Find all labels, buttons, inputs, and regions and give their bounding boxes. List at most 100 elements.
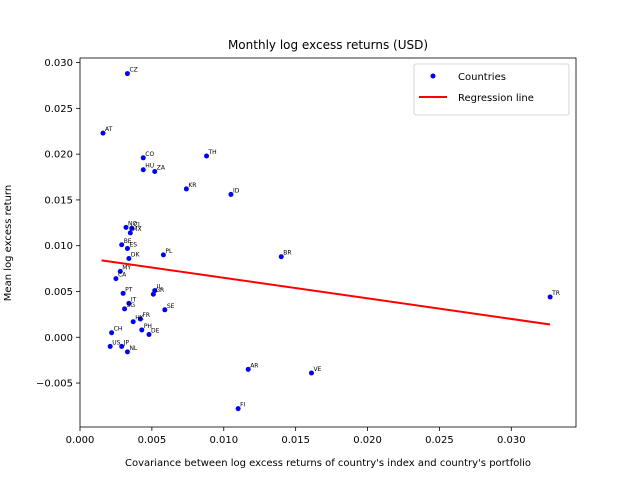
point-label-pl: PL — [165, 248, 173, 255]
data-point-gr — [150, 291, 156, 297]
data-point-kr — [183, 186, 189, 192]
legend-label-regression: Regression line — [458, 93, 534, 104]
legend-label-countries: Countries — [458, 72, 506, 83]
y-tick-label: 0.025 — [44, 104, 73, 115]
data-point-it — [126, 300, 132, 306]
x-tick-label: 0.030 — [497, 435, 526, 446]
y-tick-label: 0.005 — [44, 287, 73, 298]
regression-line-group — [101, 259, 551, 326]
data-point-fr — [137, 316, 143, 322]
data-point-ar — [245, 366, 251, 372]
y-tick-label: 0.020 — [44, 150, 73, 161]
point-label-tr: TR — [551, 290, 560, 297]
point-label-ve: VE — [313, 366, 321, 373]
data-point-es — [124, 245, 130, 251]
data-point-sg — [122, 306, 128, 312]
data-point-at — [100, 130, 106, 136]
data-point-ve — [308, 370, 314, 376]
point-label-ch: CH — [114, 326, 123, 333]
x-tick-label: 0.010 — [209, 435, 238, 446]
data-point-pl — [160, 252, 166, 258]
regression-line — [101, 259, 551, 326]
y-tick-label: 0.030 — [44, 58, 73, 69]
point-label-id: ID — [233, 187, 240, 194]
point-label-br: BR — [283, 250, 291, 257]
point-label-gr: GR — [155, 287, 164, 294]
data-point-id — [228, 191, 234, 197]
y-tick-label: −0.005 — [36, 379, 73, 390]
point-label-se: SE — [167, 303, 175, 310]
data-point-tr — [547, 294, 553, 300]
point-label-pt: PT — [125, 286, 133, 293]
y-axis-label: Mean log excess return — [3, 185, 14, 301]
point-label-mx: MX — [132, 226, 141, 233]
point-label-be: BE — [124, 238, 132, 245]
data-point-ca — [113, 276, 119, 282]
data-point-de — [146, 332, 152, 338]
legend: Countries Regression line — [413, 63, 570, 116]
data-point-dk — [126, 256, 132, 262]
point-label-us: US — [112, 339, 120, 346]
point-label-cz: CZ — [129, 67, 137, 74]
point-label-th: TH — [208, 149, 217, 156]
point-label-nl: NL — [129, 345, 137, 352]
point-label-cl: CL — [134, 221, 142, 228]
legend-marker-countries — [430, 73, 436, 79]
point-label-ar: AR — [250, 362, 258, 369]
point-label-co: CO — [145, 151, 154, 158]
data-point-nl — [124, 349, 130, 355]
y-tick-label: 0.015 — [44, 195, 73, 206]
point-label-fi: FI — [240, 402, 245, 409]
x-tick-label: 0.005 — [138, 435, 167, 446]
y-axis-ticks: −0.005 0.000 0.005 0.010 0.015 0.020 0.025 0.03… — [36, 58, 80, 390]
point-label-de: DE — [151, 328, 160, 335]
point-label-it: IT — [131, 296, 137, 303]
data-point-my — [117, 268, 123, 274]
point-label-fr: FR — [142, 312, 150, 319]
point-label-hk: HK — [135, 315, 145, 322]
data-point-ch — [109, 330, 115, 336]
chart-title: Monthly log excess returns (USD) — [228, 38, 428, 52]
data-point-us — [107, 343, 113, 349]
point-label-ca: CA — [118, 272, 127, 279]
x-axis-ticks: 0.000 0.005 0.010 0.015 0.020 0.025 0.030 — [66, 427, 526, 446]
plot-frame — [79, 57, 577, 428]
x-tick-label: 0.000 — [66, 435, 95, 446]
legend-box — [413, 63, 570, 116]
data-point-br — [278, 254, 284, 260]
point-label-my: MY — [122, 264, 131, 271]
point-label-no: NO — [128, 220, 137, 227]
point-label-at: AT — [105, 126, 113, 133]
data-point-cl — [129, 225, 135, 231]
data-point-cz — [124, 71, 130, 77]
point-label-hu: HU — [145, 163, 154, 170]
data-point-be — [119, 242, 125, 248]
data-point-se — [162, 307, 168, 313]
y-tick-label: 0.010 — [44, 241, 73, 252]
data-point-hk — [130, 319, 136, 325]
data-point-ph — [139, 327, 145, 333]
data-point-th — [204, 153, 210, 159]
data-point-no — [123, 224, 129, 230]
x-tick-label: 0.015 — [281, 435, 310, 446]
data-point-hu — [140, 167, 146, 173]
point-label-sg: SG — [127, 302, 136, 309]
x-tick-label: 0.020 — [353, 435, 382, 446]
point-label-es: ES — [129, 241, 137, 248]
data-point-co — [140, 155, 146, 161]
point-label-dk: DK — [131, 252, 141, 259]
point-label-kr: KR — [188, 182, 196, 189]
data-point-za — [152, 169, 158, 175]
point-label-il: IL — [157, 284, 163, 291]
point-label-jp: JP — [123, 339, 130, 346]
data-point-fi — [235, 406, 241, 412]
point-label-za: ZA — [157, 165, 166, 172]
data-point-jp — [119, 343, 125, 349]
x-axis-label: Covariance between log excess returns of… — [125, 458, 531, 469]
point-label-ph: PH — [144, 323, 152, 330]
y-tick-label: 0.000 — [44, 333, 73, 344]
data-point-mx — [127, 230, 133, 236]
x-tick-label: 0.025 — [425, 435, 454, 446]
